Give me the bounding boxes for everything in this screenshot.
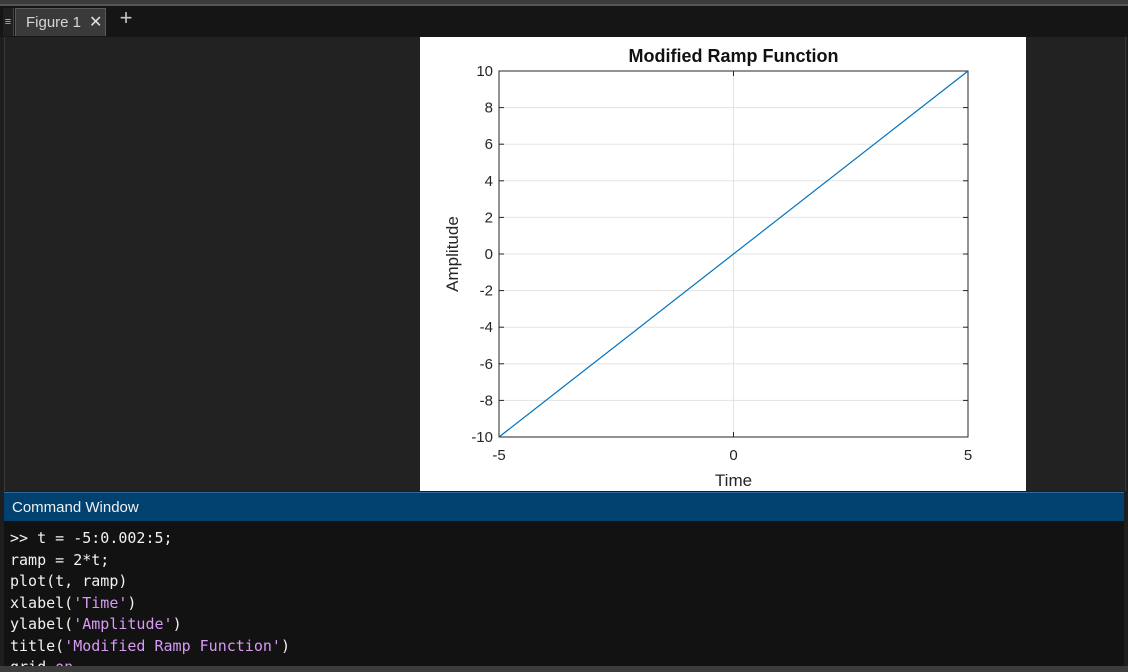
string-literal: 'Time' bbox=[73, 593, 128, 612]
y-tick-label: 2 bbox=[485, 209, 493, 226]
command-line: ylabel('Amplitude') bbox=[10, 614, 1124, 636]
command-window[interactable]: >> t = -5:0.002:5; ramp = 2*t; plot(t, ram… bbox=[4, 521, 1124, 666]
string-literal: on bbox=[55, 658, 73, 666]
x-axis-label: Time bbox=[715, 471, 752, 490]
code-text: ) bbox=[172, 615, 182, 633]
figure-canvas[interactable]: -10 -8 -6 -4 -2 0 2 4 6 8 10 -5 0 5 Modified Ramp Func… bbox=[420, 37, 1026, 491]
y-tick-label: 6 bbox=[485, 136, 493, 153]
command-window-title: Command Window bbox=[12, 498, 139, 516]
chart-title: Modified Ramp Function bbox=[629, 46, 839, 66]
y-tick-label: 0 bbox=[485, 246, 493, 263]
command-line: >> t = -5:0.002:5; bbox=[10, 528, 1124, 550]
command-line: title('Modified Ramp Function') bbox=[10, 636, 1124, 658]
command-line: xlabel('Time') bbox=[10, 593, 1124, 615]
string-literal: 'Amplitude' bbox=[73, 615, 173, 633]
y-tick-label: -8 bbox=[480, 392, 493, 409]
x-tick-label: 5 bbox=[964, 447, 972, 464]
x-tick-label: 0 bbox=[729, 447, 737, 464]
window-top-border bbox=[0, 4, 1128, 6]
tab-figure-1-label: Figure 1 bbox=[26, 14, 82, 31]
command-window-header[interactable]: Command Window bbox=[4, 492, 1124, 521]
tab-figure-1[interactable]: Figure 1 ✕ bbox=[15, 8, 106, 36]
x-tick-label: -5 bbox=[492, 447, 505, 464]
command-history: >> t = -5:0.002:5; ramp = 2*t; plot(t, ram… bbox=[4, 521, 1124, 666]
add-tab-icon[interactable]: + bbox=[119, 5, 133, 30]
y-tick-label: 4 bbox=[485, 173, 493, 190]
code-text: plot(t, ramp) bbox=[10, 572, 128, 590]
y-axis-label: Amplitude bbox=[443, 216, 462, 292]
y-tick-label: -10 bbox=[471, 429, 493, 446]
code-text: title( bbox=[10, 636, 65, 655]
y-tick-label: -2 bbox=[480, 283, 493, 300]
window-bottom-border bbox=[0, 666, 1128, 672]
plot-svg: -10 -8 -6 -4 -2 0 2 4 6 8 10 -5 0 5 Modified Ramp Func… bbox=[443, 46, 972, 490]
command-line: grid on bbox=[10, 657, 1124, 666]
code-text: grid bbox=[10, 658, 55, 666]
code-text: ramp = 2*t; bbox=[10, 550, 110, 569]
y-tick-label: -4 bbox=[480, 319, 493, 336]
code-text: >> t = -5:0.002:5; bbox=[10, 529, 173, 547]
y-tick-label: 8 bbox=[485, 100, 493, 117]
close-icon[interactable]: ✕ bbox=[89, 13, 103, 31]
panel-menu-icon[interactable]: ≡ bbox=[3, 8, 14, 36]
series-line bbox=[498, 70, 969, 438]
command-line: plot(t, ramp) bbox=[10, 571, 1124, 593]
y-tick-label: 10 bbox=[476, 63, 493, 80]
code-text: xlabel( bbox=[10, 593, 74, 612]
string-literal: 'Modified Ramp Function' bbox=[64, 636, 281, 655]
command-line: ramp = 2*t; bbox=[10, 550, 1124, 572]
code-text: ) bbox=[127, 593, 137, 612]
code-text: ) bbox=[280, 636, 290, 655]
figure-tab-bar bbox=[0, 0, 1128, 37]
code-text: ylabel( bbox=[10, 615, 74, 633]
y-tick-label: -6 bbox=[480, 356, 493, 373]
